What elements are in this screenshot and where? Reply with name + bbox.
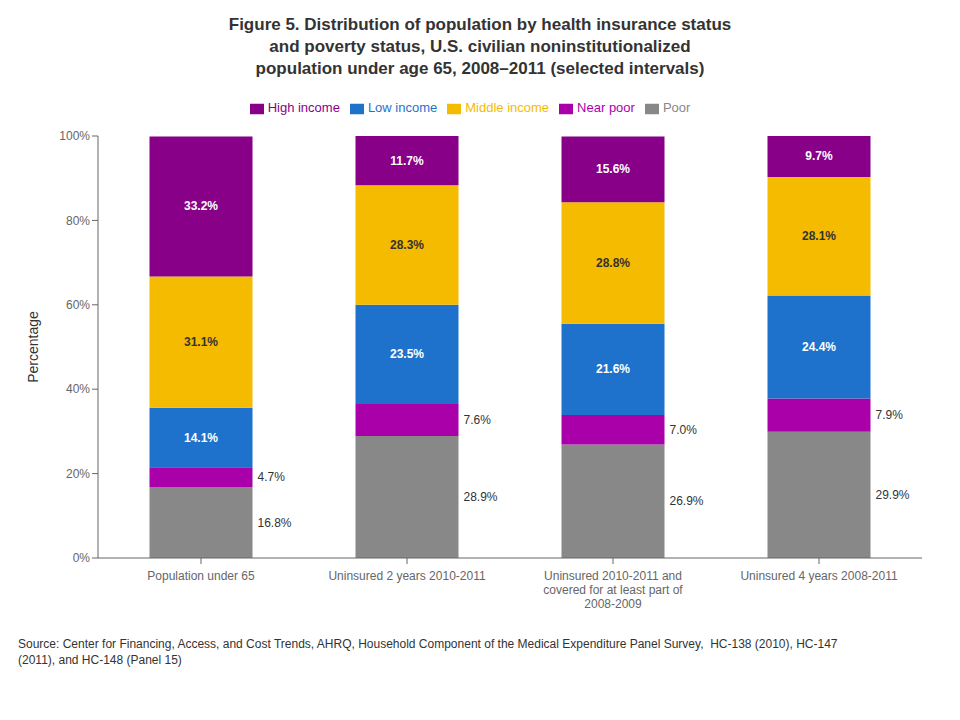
svg-text:40%: 40%	[66, 382, 90, 396]
html-text:Figure 5. Distribution of popu: Figure 5. Distribution of population by …	[228, 15, 732, 34]
html-text:population under age 65, 2008–: population under age 65, 2008–2011 (sele…	[255, 59, 705, 78]
html-text:Near poor: Near poor	[577, 100, 635, 115]
svg-text:0%: 0%	[73, 551, 91, 565]
svg-text:28.8%: 28.8%	[596, 256, 630, 270]
svg-text:26.9%: 26.9%	[670, 494, 704, 508]
svg-text:7.9%: 7.9%	[876, 408, 904, 422]
html-text:Poor: Poor	[662, 100, 691, 115]
svg-text:Uninsured 2 years 2010-2011: Uninsured 2 years 2010-2011	[328, 569, 486, 583]
svg-text:7.6%: 7.6%	[464, 413, 492, 427]
svg-text:20%: 20%	[66, 467, 90, 481]
svg-text:16.8%: 16.8%	[258, 516, 292, 530]
svg-text:21.6%: 21.6%	[596, 362, 630, 376]
svg-text:28.3%: 28.3%	[390, 238, 424, 252]
html-text:Low income: Low income	[367, 100, 438, 115]
html-text:(2011), and HC-148 (Panel 15): (2011), and HC-148 (Panel 15)	[18, 653, 182, 667]
svg-text:Uninsured 4 years 2008-2011: Uninsured 4 years 2008-2011	[740, 569, 898, 583]
html-text:Source: Center for Financing,: Source: Center for Financing, Access, an…	[18, 637, 838, 651]
svg-text:23.5%: 23.5%	[390, 347, 424, 361]
svg-text:15.6%: 15.6%	[596, 162, 630, 176]
svg-text:28.9%: 28.9%	[464, 490, 498, 504]
html-text:and poverty status, U.S. civil: and poverty status, U.S. civilian nonins…	[269, 37, 691, 56]
svg-text:80%: 80%	[66, 214, 90, 228]
svg-text:28.1%: 28.1%	[802, 229, 836, 243]
svg-text:14.1%: 14.1%	[184, 431, 218, 445]
svg-text:9.7%: 9.7%	[805, 149, 833, 163]
svg-text:4.7%: 4.7%	[258, 470, 286, 484]
svg-text:Uninsured 2010-2011 andcovered: Uninsured 2010-2011 andcovered for at le…	[543, 569, 683, 611]
svg-text:29.9%: 29.9%	[876, 488, 910, 502]
svg-text:31.1%: 31.1%	[184, 335, 218, 349]
svg-text:24.4%: 24.4%	[802, 340, 836, 354]
svg-text:60%: 60%	[66, 298, 90, 312]
svg-text:Population under 65: Population under 65	[147, 569, 255, 583]
svg-text:100%: 100%	[59, 129, 90, 143]
html-text:High income: High income	[267, 100, 340, 115]
svg-text:7.0%: 7.0%	[670, 423, 698, 437]
svg-text:11.7%: 11.7%	[390, 154, 424, 168]
html-text:Middle income: Middle income	[465, 100, 550, 115]
svg-text:33.2%: 33.2%	[184, 199, 218, 213]
svg-text:Percentage: Percentage	[25, 311, 41, 383]
